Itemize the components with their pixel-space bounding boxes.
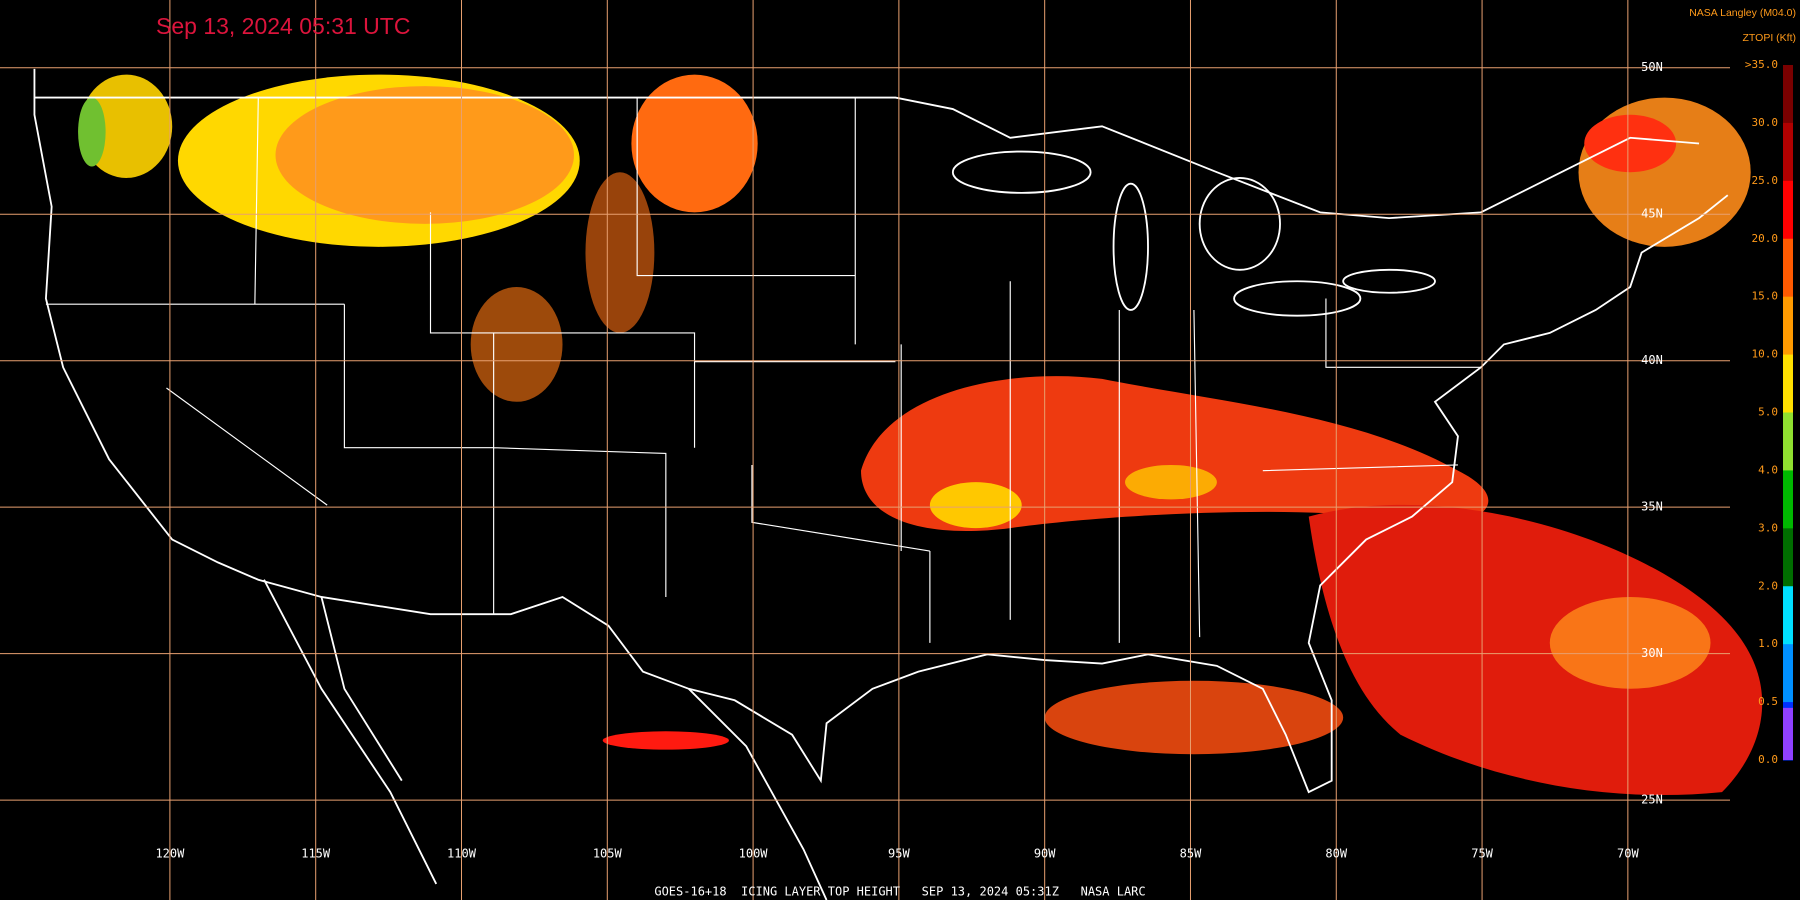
colorbar-swatch (1783, 122, 1793, 182)
latitude-label: 40N (1641, 353, 1663, 367)
icing-area (1044, 680, 1344, 755)
colorbar-label: 1.0 (1758, 637, 1778, 650)
colorbar-label: >35.0 (1745, 58, 1778, 71)
colorbar-swatch (1783, 644, 1793, 703)
timestamp: Sep 13, 2024 05:31 UTC (156, 13, 410, 39)
colorbar-label: 30.0 (1752, 116, 1779, 129)
longitude-label: 85W (1180, 847, 1202, 861)
latitude-label: 35N (1641, 500, 1663, 514)
colorbar-label: 0.0 (1758, 753, 1778, 766)
longitude-label: 105W (593, 847, 623, 861)
lake (1233, 280, 1362, 317)
colorbar-label: 3.0 (1758, 521, 1778, 534)
colorbar-label: 2.0 (1758, 579, 1778, 592)
source-label: NASA Langley (M04.0) (1689, 7, 1796, 19)
colorbar-swatch (1783, 65, 1793, 124)
map-layer (33, 68, 1763, 900)
longitude-label: 95W (888, 847, 910, 861)
icing-area (470, 287, 563, 402)
mexico-coast (688, 688, 828, 900)
latitude-label: 45N (1641, 207, 1663, 221)
lake (1342, 268, 1436, 294)
icing-area (80, 74, 173, 178)
baja-coast (263, 579, 438, 885)
longitude-label: 110W (447, 847, 477, 861)
longitude-label: 80W (1325, 847, 1347, 861)
icing-area (631, 74, 758, 213)
icing-area (1125, 464, 1217, 500)
icing-area (929, 482, 1022, 529)
colorbar-label: 25.0 (1752, 174, 1779, 187)
longitude-label: 75W (1471, 847, 1493, 861)
colorbar-swatch (1783, 180, 1793, 240)
longitude-label: 115W (301, 847, 331, 861)
colorbar-swatch (1783, 296, 1793, 356)
longitude-label: 120W (155, 847, 185, 861)
icing-area (861, 376, 1489, 532)
product-label: ZTOPI (Kft) (1743, 32, 1796, 44)
lat-lon-grid (0, 0, 1730, 900)
colorbar-label: 4.0 (1758, 463, 1778, 476)
colorbar-swatch (1783, 707, 1793, 760)
colorbar-label: 15.0 (1752, 290, 1779, 303)
icing-area (1308, 504, 1763, 796)
icing-area (585, 172, 655, 333)
cloud-icing-areas (78, 74, 1763, 796)
longitude-label: 100W (739, 847, 769, 861)
icing-area (78, 97, 106, 167)
lake (951, 150, 1092, 194)
colorbar-label: 10.0 (1752, 348, 1779, 361)
latitude-label: 50N (1641, 60, 1663, 74)
state-borders (45, 97, 1481, 643)
lake (1112, 182, 1149, 311)
icing-area (275, 86, 574, 224)
icing-area (602, 731, 729, 750)
icing-area (1549, 596, 1711, 689)
colorbar-swatch (1783, 412, 1793, 471)
lake (1198, 177, 1281, 271)
colorbar-label: 0.5 (1758, 695, 1778, 708)
colorbar-swatch (1783, 238, 1793, 298)
colorbar-swatch (1783, 354, 1793, 413)
colorbar-label: 20.0 (1752, 232, 1779, 245)
colorbar-swatch (1783, 470, 1793, 529)
latitude-label: 30N (1641, 646, 1663, 660)
grid-labels: 120W 115W 110W 105W 100W 95W 90W 85W 80W 75W 70W 50… (155, 60, 1662, 860)
colorbar: >35.0 30.0 25.0 20.0 15.0 10.0 5.0 4.0 3.0 2.0 1.0… (1745, 58, 1793, 766)
footer: GOES-16+18 ICING LAYER TOP HEIGHT SEP 13… (654, 885, 1145, 899)
icing-area (1584, 114, 1677, 173)
longitude-label: 70W (1617, 847, 1639, 861)
colorbar-label: 5.0 (1758, 406, 1778, 419)
longitude-label: 90W (1034, 847, 1056, 861)
colorbar-swatch (1783, 528, 1793, 587)
latitude-label: 25N (1641, 793, 1663, 807)
colorbar-swatch (1783, 586, 1793, 645)
